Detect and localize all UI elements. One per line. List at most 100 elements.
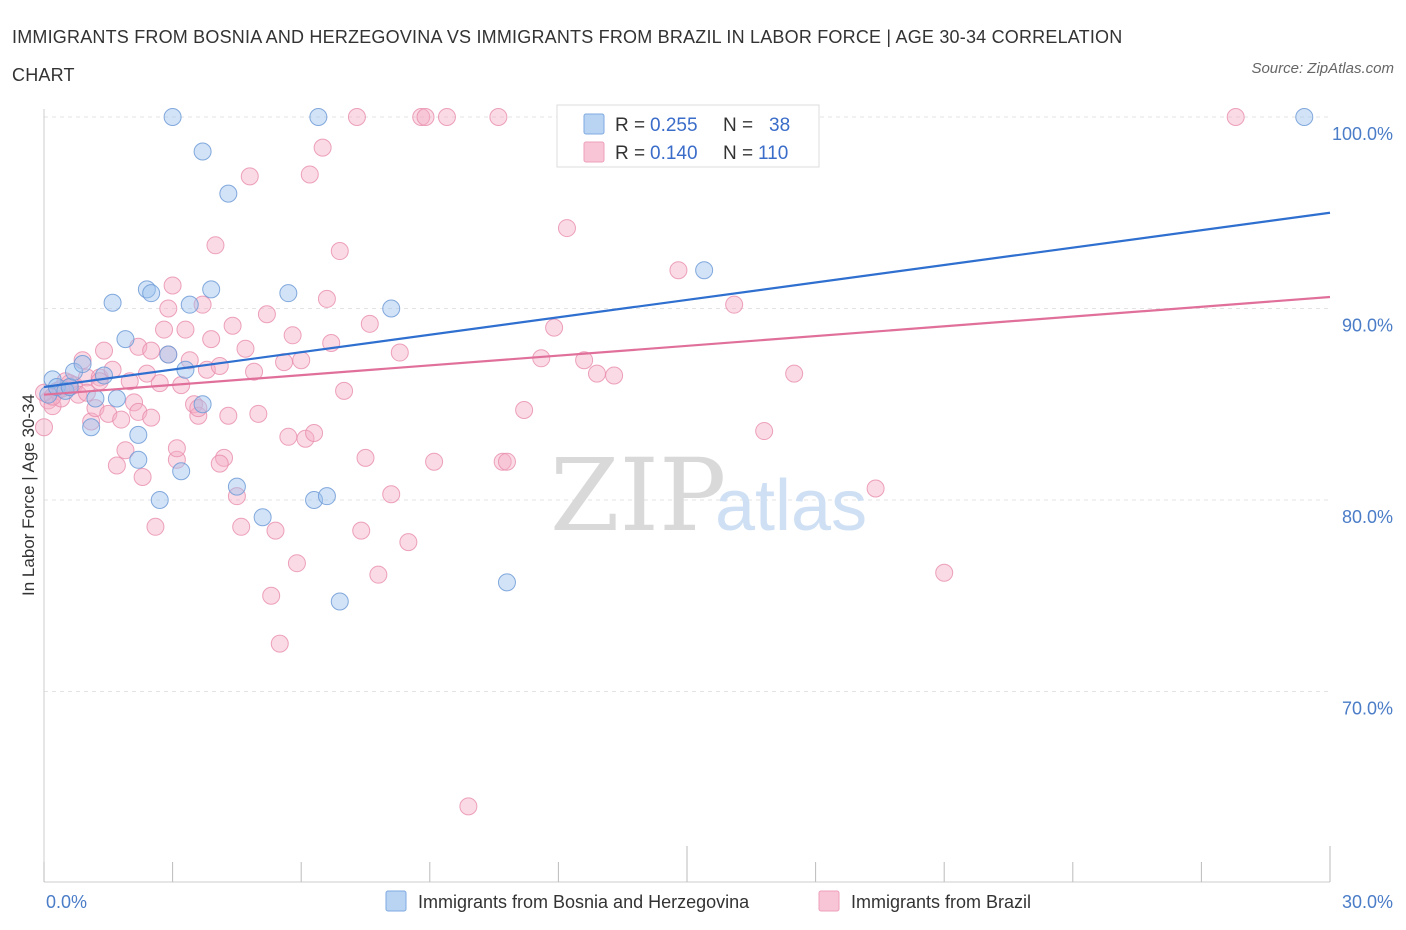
data-point-brazil — [82, 412, 101, 431]
legend-n-label-brazil: N = — [723, 143, 753, 164]
legend-r-value-bosnia: 0.255 — [650, 115, 698, 136]
data-point-bosnia — [172, 462, 191, 481]
legend-r-value-brazil: 0.140 — [650, 143, 698, 164]
data-point-bosnia — [82, 418, 101, 437]
data-point-brazil — [232, 517, 251, 536]
data-point-brazil — [317, 289, 336, 308]
data-point-brazil — [159, 299, 178, 318]
data-point-bosnia — [193, 142, 212, 161]
data-point-brazil — [180, 351, 199, 370]
data-point-brazil — [300, 165, 319, 184]
data-point-brazil — [249, 404, 268, 423]
data-point-brazil — [493, 452, 512, 471]
chart-source: Source: ZipAtlas.com — [1251, 60, 1394, 77]
data-point-bosnia — [150, 491, 169, 509]
series-brazil-points — [35, 108, 1245, 816]
data-point-brazil — [116, 441, 135, 460]
x-tick-label: 0.0% — [46, 892, 87, 912]
legend: R = 0.255 N = 38 R = 0.140 N = 110 — [556, 104, 820, 168]
chart-title: IMMIGRANTS FROM BOSNIA AND HERZEGOVINA V… — [12, 27, 1123, 85]
data-point-bosnia — [95, 366, 114, 385]
data-point-bosnia — [382, 299, 401, 318]
data-point-bosnia — [309, 108, 328, 126]
data-point-bosnia — [116, 330, 135, 349]
data-point-bosnia — [107, 389, 126, 408]
data-point-brazil — [587, 364, 606, 383]
legend-r-label-brazil: R = — [615, 143, 645, 164]
data-point-brazil — [163, 276, 182, 295]
data-point-bosnia — [129, 425, 148, 444]
data-point-brazil — [305, 423, 324, 442]
data-point-bosnia — [193, 395, 212, 414]
data-point-brazil — [356, 448, 375, 467]
data-point-brazil — [412, 108, 431, 126]
data-point-brazil — [266, 521, 285, 540]
bottom-legend-label-brazil: Immigrants from Brazil — [851, 892, 1031, 912]
data-point-brazil — [107, 456, 126, 475]
data-point-brazil — [257, 305, 276, 324]
bottom-legend-swatch-brazil — [818, 890, 840, 912]
data-point-brazil — [755, 422, 774, 441]
data-point-brazil — [150, 374, 169, 393]
data-point-brazil — [193, 295, 212, 314]
data-point-brazil — [189, 406, 208, 425]
data-point-brazil — [313, 138, 332, 157]
data-point-brazil — [515, 400, 534, 419]
legend-swatch-bosnia — [583, 113, 605, 135]
data-point-brazil — [146, 517, 165, 536]
data-point-brazil — [575, 351, 594, 370]
data-point-bosnia — [497, 573, 516, 592]
data-point-brazil — [142, 341, 161, 360]
data-point-brazil — [545, 318, 564, 337]
data-point-bosnia — [227, 477, 246, 496]
data-point-brazil — [352, 521, 371, 540]
data-point-brazil — [459, 797, 478, 816]
watermark-zip: ZIP — [550, 437, 726, 554]
data-point-bosnia — [163, 108, 182, 126]
trend-lines — [43, 211, 1331, 396]
data-point-brazil — [236, 339, 255, 358]
data-point-bosnia — [279, 284, 298, 303]
data-point-brazil — [287, 554, 306, 573]
data-point-brazil — [279, 427, 298, 446]
data-point-brazil — [112, 410, 131, 429]
x-tick-labels: 0.0% 30.0% — [46, 892, 1393, 912]
data-point-brazil — [347, 108, 366, 126]
data-point-brazil — [202, 330, 221, 349]
data-point-brazil — [142, 408, 161, 427]
data-point-bosnia — [330, 592, 349, 611]
data-point-brazil — [605, 366, 624, 385]
data-point-brazil — [1226, 108, 1245, 126]
data-point-bosnia — [317, 487, 336, 506]
data-point-brazil — [935, 563, 954, 582]
x-tick-label: 30.0% — [1342, 892, 1393, 912]
y-tick-label: 100.0% — [1332, 124, 1393, 144]
data-point-brazil — [223, 316, 242, 335]
data-point-brazil — [390, 343, 409, 362]
data-point-brazil — [270, 634, 289, 653]
data-point-brazil — [369, 565, 388, 584]
data-point-bosnia — [180, 295, 199, 314]
data-point-brazil — [360, 314, 379, 333]
data-point-brazil — [219, 406, 238, 425]
data-point-bosnia — [1295, 108, 1314, 126]
trend-line-bosnia — [43, 211, 1331, 389]
data-point-brazil — [262, 586, 281, 605]
data-point-brazil — [669, 261, 688, 280]
data-point-brazil — [399, 533, 418, 552]
data-point-brazil — [206, 236, 225, 255]
y-tick-labels: 100.0% 90.0% 80.0% 70.0% — [1332, 124, 1393, 719]
y-axis-label: In Labor Force | Age 30-34 — [19, 394, 38, 596]
data-point-brazil — [245, 362, 264, 381]
data-point-brazil — [283, 326, 302, 345]
bottom-legend: Immigrants from Bosnia and Herzegovina I… — [385, 890, 1031, 912]
data-point-bosnia — [86, 389, 105, 408]
data-point-brazil — [382, 485, 401, 504]
grid-lines — [44, 116, 1330, 692]
data-point-brazil — [125, 393, 144, 412]
legend-r-label-bosnia: R = — [615, 115, 645, 136]
watermark-atlas: atlas — [715, 466, 867, 546]
data-point-brazil — [497, 452, 516, 471]
bottom-legend-label-bosnia: Immigrants from Bosnia and Herzegovina — [418, 892, 750, 912]
